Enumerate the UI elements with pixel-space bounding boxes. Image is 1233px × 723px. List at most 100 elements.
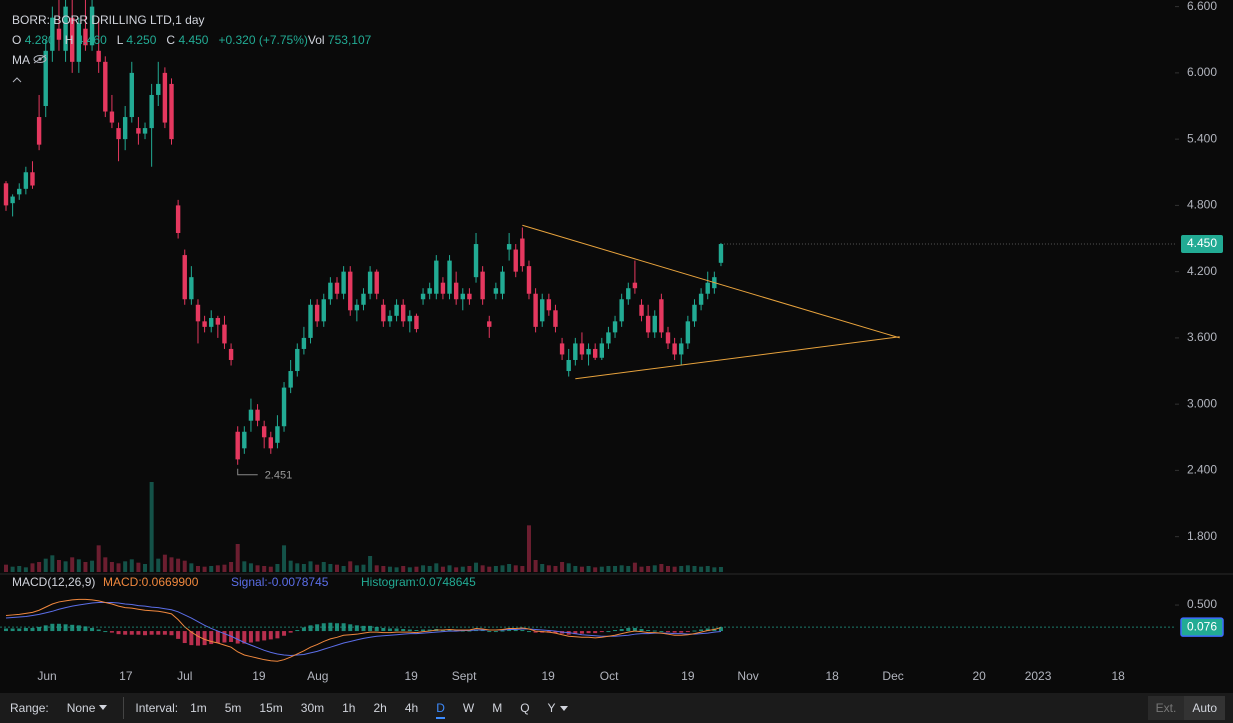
- histogram-bar: [354, 625, 359, 632]
- volume-bar: [341, 566, 346, 572]
- histogram-bar: [368, 625, 373, 632]
- volume-bar: [374, 565, 379, 572]
- volume-bar: [646, 566, 651, 572]
- interval-button[interactable]: Q: [520, 701, 530, 715]
- volume-bar: [288, 560, 293, 572]
- candle-body: [533, 293, 538, 327]
- histogram-bar: [262, 631, 267, 641]
- volume-bar: [328, 564, 333, 572]
- macd-value: MACD:0.0669900: [103, 575, 199, 589]
- candle-body: [579, 343, 585, 355]
- candle-body: [381, 304, 386, 322]
- legend: BORR: BORR DRILLING LTD,1 day O 4.280 H …: [12, 10, 371, 90]
- histogram-bar: [533, 631, 538, 633]
- histogram-bar: [381, 627, 386, 632]
- candle-body: [83, 28, 88, 46]
- volume-bar: [368, 556, 373, 572]
- candle-body: [242, 431, 247, 449]
- histogram-bar: [209, 631, 214, 645]
- x-tick-label: 20: [972, 669, 986, 683]
- volume-bar: [619, 565, 624, 572]
- histogram-bar: [308, 625, 313, 632]
- ma[interactable]: MA: [12, 53, 30, 67]
- ma-row[interactable]: MA: [12, 50, 371, 70]
- histogram-bar: [553, 631, 558, 634]
- volume-bar: [705, 566, 710, 572]
- histogram-bar: [447, 629, 452, 632]
- candle-body: [447, 260, 452, 294]
- volume-bar: [348, 561, 353, 572]
- volume-bar: [566, 563, 571, 572]
- histogram-bar: [526, 631, 531, 633]
- histogram-bar: [652, 630, 657, 632]
- last-price-label: 4.450: [1187, 236, 1217, 250]
- title: BORR DRILLING LTD,1 day: [53, 13, 205, 27]
- candle-body: [487, 321, 492, 327]
- volume-bar: [162, 554, 167, 572]
- interval-button[interactable]: W: [462, 701, 475, 715]
- interval-button[interactable]: 30m: [300, 701, 325, 715]
- candle-body: [566, 359, 571, 372]
- x-tick-label: 19: [681, 669, 695, 683]
- auto-button[interactable]: Auto: [1184, 696, 1225, 720]
- candle-body: [281, 387, 287, 427]
- interval-button[interactable]: 4h: [404, 701, 419, 715]
- interval-button[interactable]: Y: [547, 701, 556, 715]
- candle-body: [414, 315, 419, 330]
- range-label: Range:: [10, 701, 49, 715]
- interval-button[interactable]: 15m: [259, 701, 283, 715]
- volume-bar: [301, 564, 306, 572]
- volume-bar: [50, 555, 55, 572]
- caret[interactable]: [99, 705, 108, 711]
- candle-body: [698, 293, 704, 305]
- candle-body: [374, 271, 379, 294]
- candle-body: [116, 128, 121, 140]
- candle-body: [215, 318, 221, 325]
- histogram-bar: [116, 631, 121, 635]
- x-tick-label: Nov: [737, 669, 758, 683]
- candle-body: [652, 315, 657, 333]
- histogram-bar: [83, 626, 88, 632]
- volume-bar: [23, 567, 28, 572]
- histogram-bar: [202, 631, 207, 646]
- candle-body: [434, 260, 439, 294]
- macd-panel: 0.500 0.076: [0, 597, 1224, 662]
- volume-bar: [222, 564, 227, 572]
- interval-label: Interval:: [135, 701, 179, 715]
- histogram-bar: [156, 631, 161, 635]
- range-value[interactable]: None: [66, 701, 96, 715]
- volume-bar: [507, 564, 512, 572]
- candle-body: [460, 293, 465, 300]
- candle-body: [394, 304, 399, 316]
- interval-button[interactable]: D: [436, 701, 445, 719]
- histogram-bar: [679, 631, 684, 633]
- volume-bar: [129, 559, 134, 572]
- collapse-icon[interactable]: [12, 70, 371, 90]
- volume-bar: [354, 565, 359, 572]
- caret[interactable]: [559, 706, 568, 712]
- interval-button[interactable]: 2h: [373, 701, 387, 715]
- eye-icon[interactable]: [33, 54, 47, 64]
- candle-body: [202, 321, 207, 327]
- histogram-bar: [493, 631, 498, 633]
- volume-bar: [17, 566, 22, 572]
- candle-body: [334, 282, 340, 294]
- histogram-bar: [76, 625, 81, 632]
- interval-button[interactable]: 1h: [342, 701, 356, 715]
- histogram-bar: [23, 627, 28, 632]
- title-row: BORR: BORR DRILLING LTD,1 day: [12, 13, 205, 27]
- ext-button[interactable]: Ext.: [1147, 696, 1185, 720]
- interval-button[interactable]: 1m: [190, 701, 207, 715]
- low-marker: [237, 468, 258, 476]
- interval-button[interactable]: M: [492, 701, 503, 715]
- volume-bar: [454, 567, 459, 572]
- background: [0, 0, 1233, 693]
- candle-body: [354, 304, 360, 311]
- c-key: C: [166, 33, 176, 47]
- histogram-bar: [672, 631, 677, 633]
- histogram-bar: [282, 631, 287, 636]
- interval-button[interactable]: 5m: [224, 701, 242, 715]
- volume-bar: [70, 557, 75, 572]
- candle-body: [275, 426, 280, 443]
- volume-bar: [493, 566, 498, 572]
